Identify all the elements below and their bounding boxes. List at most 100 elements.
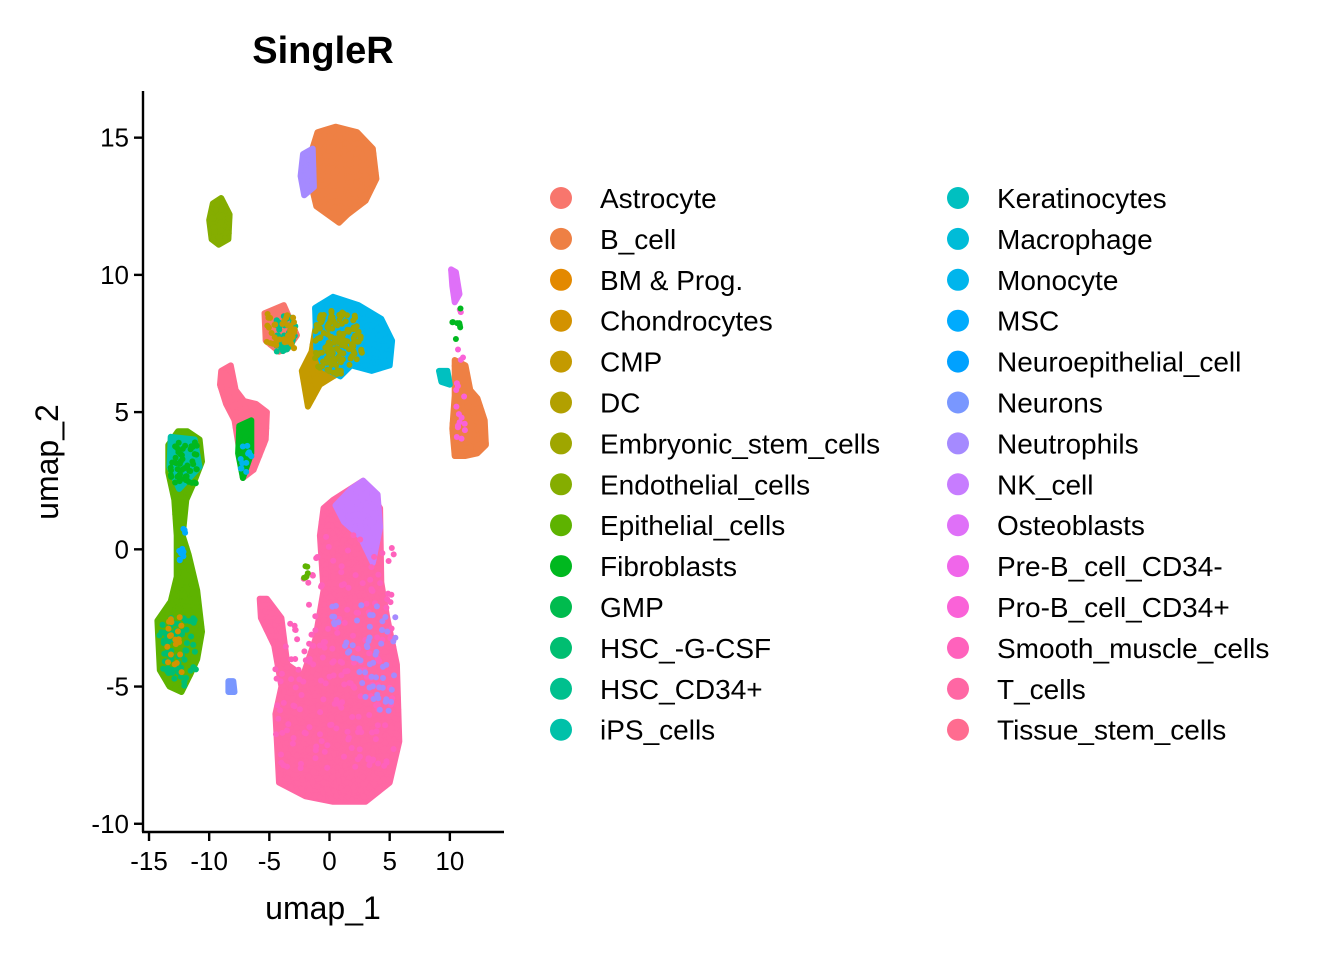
- point-t-cells: [315, 703, 321, 709]
- point-t-cells: [309, 685, 316, 692]
- points-layer: [154, 123, 489, 805]
- point-b-cell: [316, 159, 323, 166]
- point-t-cells: [328, 516, 335, 523]
- point-t-cells: [313, 718, 320, 724]
- point-t-cells: [324, 786, 331, 793]
- point-t-cells: [360, 781, 367, 788]
- point-t-cells: [331, 788, 338, 795]
- point-b-cell: [466, 432, 473, 439]
- point-t-cells: [344, 611, 351, 618]
- point-t-cells: [328, 714, 335, 721]
- point-t-cells: [330, 573, 336, 580]
- point-t-cells: [343, 705, 350, 712]
- point-endothelial-cells: [217, 213, 224, 220]
- point-t-cells: [346, 660, 352, 667]
- point-t-cells: [299, 776, 306, 783]
- point-t-cells: [366, 774, 373, 781]
- point-t-cells: [334, 678, 341, 685]
- point-nk-cell: [354, 500, 361, 507]
- point-t-cells: [274, 610, 281, 617]
- point-t-cells: [380, 680, 387, 686]
- point-b-cell: [330, 128, 337, 135]
- point-b-cell: [363, 147, 370, 154]
- point-t-cells: [300, 736, 307, 742]
- point-t-cells: [391, 715, 398, 722]
- point-epithelial-cells: [178, 686, 184, 693]
- point-t-cells: [308, 674, 315, 681]
- point-t-cells: [338, 545, 345, 552]
- point-t-cells: [353, 585, 360, 592]
- point-b-cell: [457, 450, 464, 457]
- point-epithelial-cells: [196, 637, 203, 644]
- point-t-cells: [312, 792, 319, 799]
- point-nk-cell: [360, 479, 367, 486]
- point-t-cells: [320, 601, 327, 608]
- point-t-cells: [353, 798, 360, 805]
- point-t-cells: [335, 574, 342, 581]
- point-neutrophils: [304, 151, 310, 158]
- point-epithelial-cells: [193, 655, 200, 662]
- point-b-cell: [372, 169, 379, 176]
- point-t-cells: [347, 538, 354, 545]
- point-t-cells: [318, 626, 325, 632]
- point-b-cell: [314, 199, 320, 206]
- point-t-cells: [338, 768, 345, 775]
- point-epithelial-cells: [164, 606, 170, 613]
- point-t-cells: [274, 640, 281, 647]
- point-epithelial-cells: [192, 628, 199, 635]
- point-t-cells: [320, 779, 327, 786]
- point-nk-cell: [363, 529, 369, 536]
- point-t-cells: [394, 722, 401, 728]
- point-nk-cell: [376, 526, 383, 533]
- point-t-cells: [344, 785, 351, 792]
- point-epithelial-cells: [183, 585, 190, 592]
- point-epithelial-cells: [183, 597, 190, 604]
- point-t-cells: [376, 565, 383, 572]
- point-b-cell: [337, 163, 344, 170]
- point-t-cells: [321, 706, 328, 713]
- point-b-cell: [352, 203, 359, 210]
- point-t-cells: [393, 741, 400, 748]
- point-t-cells: [346, 626, 353, 633]
- point-t-cells: [329, 549, 336, 556]
- point-t-cells: [364, 725, 370, 732]
- point-t-cells: [268, 632, 275, 639]
- point-b-cell: [323, 158, 330, 165]
- point-nk-cell: [345, 499, 352, 506]
- point-nk-cell: [353, 517, 360, 524]
- point-nk-cell: [339, 495, 346, 502]
- point-b-cell: [333, 214, 340, 221]
- point-epithelial-cells: [192, 598, 199, 605]
- point-nk-cell: [338, 512, 345, 518]
- point-t-cells: [310, 705, 317, 711]
- point-endothelial-cells: [211, 229, 218, 235]
- point-nk-cell: [363, 518, 369, 525]
- point-epithelial-cells: [174, 512, 181, 519]
- point-b-cell: [479, 445, 486, 452]
- point-nk-cell: [339, 503, 346, 510]
- point-t-cells: [343, 687, 350, 694]
- point-b-cell: [316, 142, 323, 149]
- point-b-cell: [326, 166, 333, 173]
- point-b-cell: [466, 427, 473, 434]
- point-t-cells: [366, 706, 373, 713]
- point-t-cells: [314, 636, 321, 642]
- point-t-cells: [297, 712, 304, 718]
- point-b-cell: [467, 393, 474, 399]
- point-b-cell: [353, 179, 360, 186]
- point-endothelial-cells: [213, 201, 220, 208]
- point-t-cells: [306, 786, 313, 793]
- point-t-cells: [381, 648, 388, 655]
- point-t-cells: [354, 545, 361, 552]
- point-nk-cell: [345, 517, 352, 524]
- point-b-cell: [317, 177, 324, 184]
- point-b-cell: [322, 152, 329, 159]
- point-b-cell: [369, 183, 376, 190]
- point-b-cell: [468, 397, 475, 404]
- point-t-cells: [359, 650, 366, 657]
- point-nk-cell: [355, 511, 362, 518]
- point-t-cells: [320, 513, 327, 520]
- point-t-cells: [331, 580, 338, 587]
- point-t-cells: [280, 682, 287, 689]
